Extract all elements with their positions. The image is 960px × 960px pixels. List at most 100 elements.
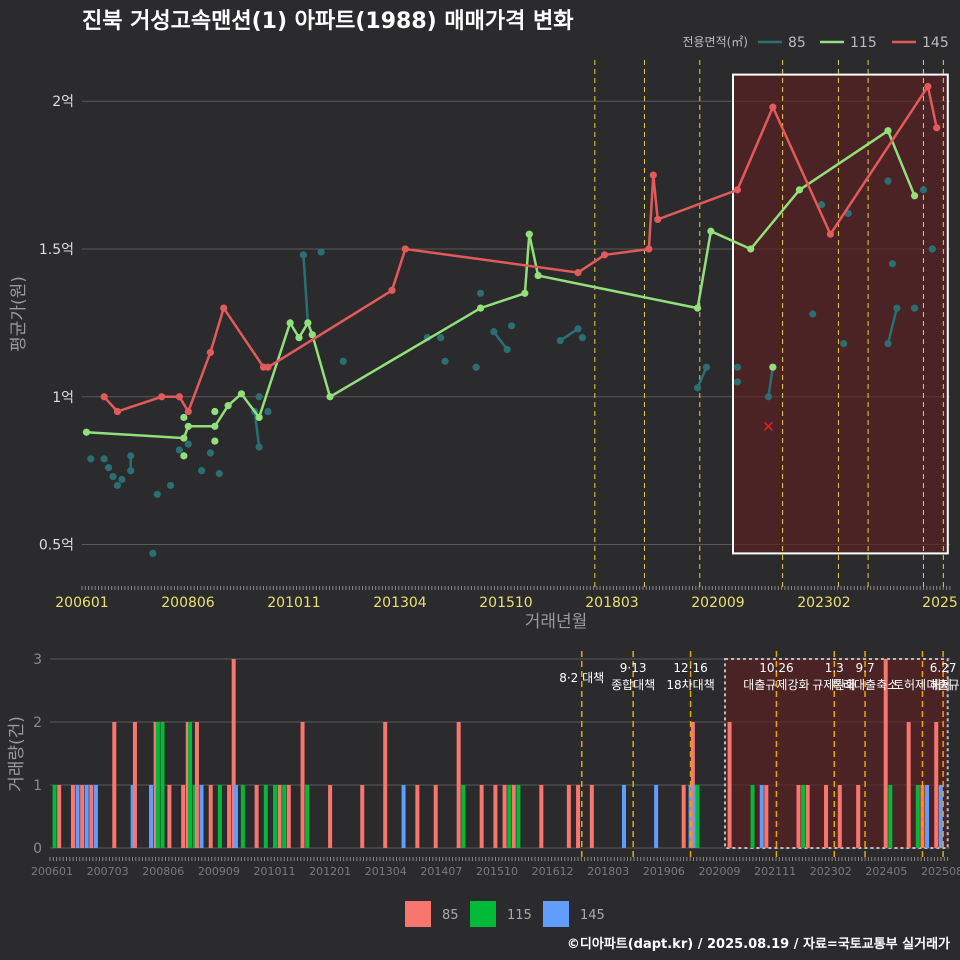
volume-bar (167, 785, 172, 848)
series-85-point (928, 245, 936, 253)
volume-bar (566, 785, 571, 848)
series-145-point (184, 407, 192, 416)
x-tick-label: 201510 (479, 595, 532, 611)
volume-bar (80, 785, 85, 848)
volume-bar (888, 785, 893, 848)
series-85-point (490, 328, 498, 336)
policy-annotation: 종합대책 (611, 677, 655, 692)
volume-bar (181, 785, 186, 848)
series-85-point (702, 363, 711, 371)
volume-bar (160, 722, 165, 848)
series-115-point (693, 304, 702, 312)
series-85-point (764, 393, 773, 401)
series-145-point (769, 103, 777, 111)
legend-label: 145 (580, 908, 605, 923)
volume-bar (75, 785, 80, 848)
series-85-link (253, 411, 261, 448)
volume-bar (149, 785, 154, 848)
series-145-point (100, 393, 108, 401)
volume-bar (194, 722, 199, 848)
series-115-point (180, 452, 188, 460)
series-115-point (525, 230, 533, 238)
legend-title: 전용면적(㎡) (682, 35, 748, 49)
series-85-point (693, 384, 702, 392)
volume-bar (112, 722, 117, 848)
series-115-point (211, 422, 219, 430)
series-85-point (893, 304, 901, 312)
policy-annotation: 대출규제강화 (743, 678, 809, 692)
series-85-point (87, 455, 95, 463)
series-85-point (206, 449, 215, 457)
volume-bar (277, 785, 282, 848)
volume-bar (883, 659, 888, 848)
series-115-point (180, 413, 188, 422)
y-tick-label: 2 (33, 715, 42, 731)
legend-label: 115 (850, 35, 877, 51)
volume-bar (938, 785, 943, 848)
y-tick-label: 0 (33, 841, 42, 857)
series-85-point (184, 440, 192, 448)
series-85-point (175, 446, 184, 454)
volume-bar (360, 785, 365, 848)
volume-bar (208, 785, 213, 848)
footer-credit: ©디아파트(dapt.kr) / 2025.08.19 / 자료=국토교통부 실… (567, 936, 950, 952)
series-145-point (158, 393, 166, 401)
series-145-point (175, 393, 184, 401)
x-axis-label: 거래년월 (525, 612, 588, 632)
volume-bar (328, 785, 333, 848)
volume-bar (233, 785, 238, 848)
volume-bar (727, 722, 732, 848)
x-tick-label: 201304 (373, 595, 427, 611)
policy-annotation: 9·13 (620, 661, 647, 675)
volume-bar (57, 785, 62, 848)
y-tick-label: 1억 (52, 390, 74, 406)
series-85-point (733, 363, 742, 371)
volume-bar (185, 722, 190, 848)
x-tick-label: 202302 (797, 595, 850, 611)
series-85-point (556, 337, 564, 345)
series-145-point (388, 286, 396, 294)
volume-bar (130, 785, 135, 848)
x-tick-label: 201803 (585, 595, 638, 611)
series-145-point (933, 124, 941, 132)
policy-annotation: 10.26 (759, 661, 793, 675)
legend: 85 115 145 (405, 901, 605, 927)
y-tick-label: 1 (33, 778, 42, 794)
series-85-point (127, 452, 135, 460)
x-tick-label: 200806 (161, 595, 215, 611)
volume-bar (132, 722, 137, 848)
x-tick-label: 200601 (31, 865, 73, 878)
volume-bar (576, 785, 581, 848)
series-85-point (888, 260, 897, 268)
series-85-point (817, 201, 826, 209)
series-145-point (401, 245, 409, 253)
volume-bar (456, 722, 461, 848)
x-tick-label: 202111 (754, 865, 796, 878)
series-115-point (224, 402, 232, 410)
legend-swatch (470, 901, 496, 927)
series-85-point (264, 407, 272, 416)
series-115-point (326, 393, 334, 401)
series-85-link (492, 330, 509, 351)
series-145-point (574, 269, 582, 277)
volume-bar (502, 785, 507, 848)
volume-bar (217, 785, 222, 848)
series-85-point (840, 339, 848, 348)
volume-bar (539, 785, 544, 848)
policy-annotation: 12·16 (673, 661, 707, 675)
volume-bar (695, 785, 700, 848)
series-85-point (153, 490, 161, 498)
policy-annotation: 8·2 대책 (559, 670, 604, 685)
volume-bar (589, 785, 594, 848)
volume-bar (801, 785, 806, 848)
series-115-point (795, 186, 804, 194)
series-85-point (910, 304, 919, 312)
y-tick-label: 3 (33, 652, 42, 668)
y-tick-label: 2억 (52, 94, 74, 110)
series-85-point (104, 464, 113, 472)
volume-bar (805, 785, 810, 848)
volume-bar (681, 785, 686, 848)
series-85-point (166, 481, 175, 490)
series-85-point (574, 325, 582, 333)
policy-annotation: 규제완화 (812, 678, 856, 692)
